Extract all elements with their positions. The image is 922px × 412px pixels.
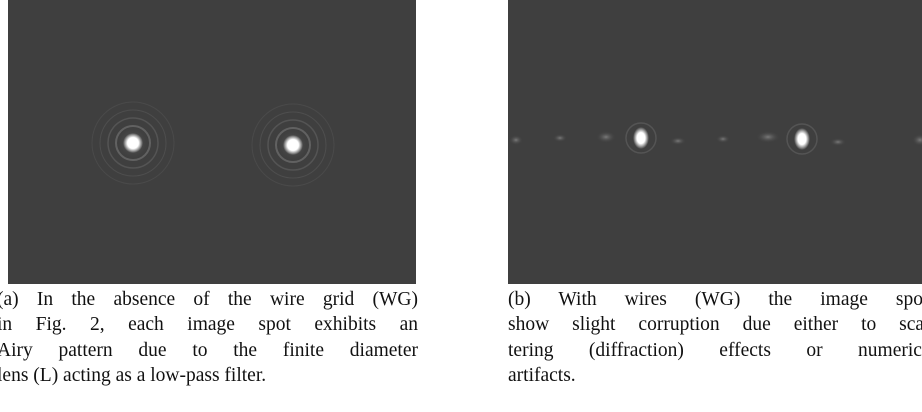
caption-a: (a) In the absence of the wire grid (WG)…: [0, 287, 418, 388]
caption-line: show slight corruption due either to sca…: [508, 312, 922, 337]
caption-line: in Fig. 2, each image spot exhibits an: [0, 312, 418, 337]
caption-line: tering (diffraction) effects or numerica…: [508, 338, 922, 363]
page: {"panels": [ {"caption": ["(a) In the ab…: [0, 0, 922, 412]
caption-b: (b) With wires (WG) the image spots show…: [508, 287, 922, 388]
caption-line: artifacts.: [508, 363, 922, 388]
caption-line: (a) In the absence of the wire grid (WG): [0, 287, 418, 312]
caption-line: (b) With wires (WG) the image spots: [508, 287, 922, 312]
caption-line: Airy pattern due to the finite diameter: [0, 338, 418, 363]
figure-a: [8, 0, 416, 284]
caption-line: lens (L) acting as a low-pass filter.: [0, 363, 418, 388]
figure-b: [508, 0, 922, 284]
